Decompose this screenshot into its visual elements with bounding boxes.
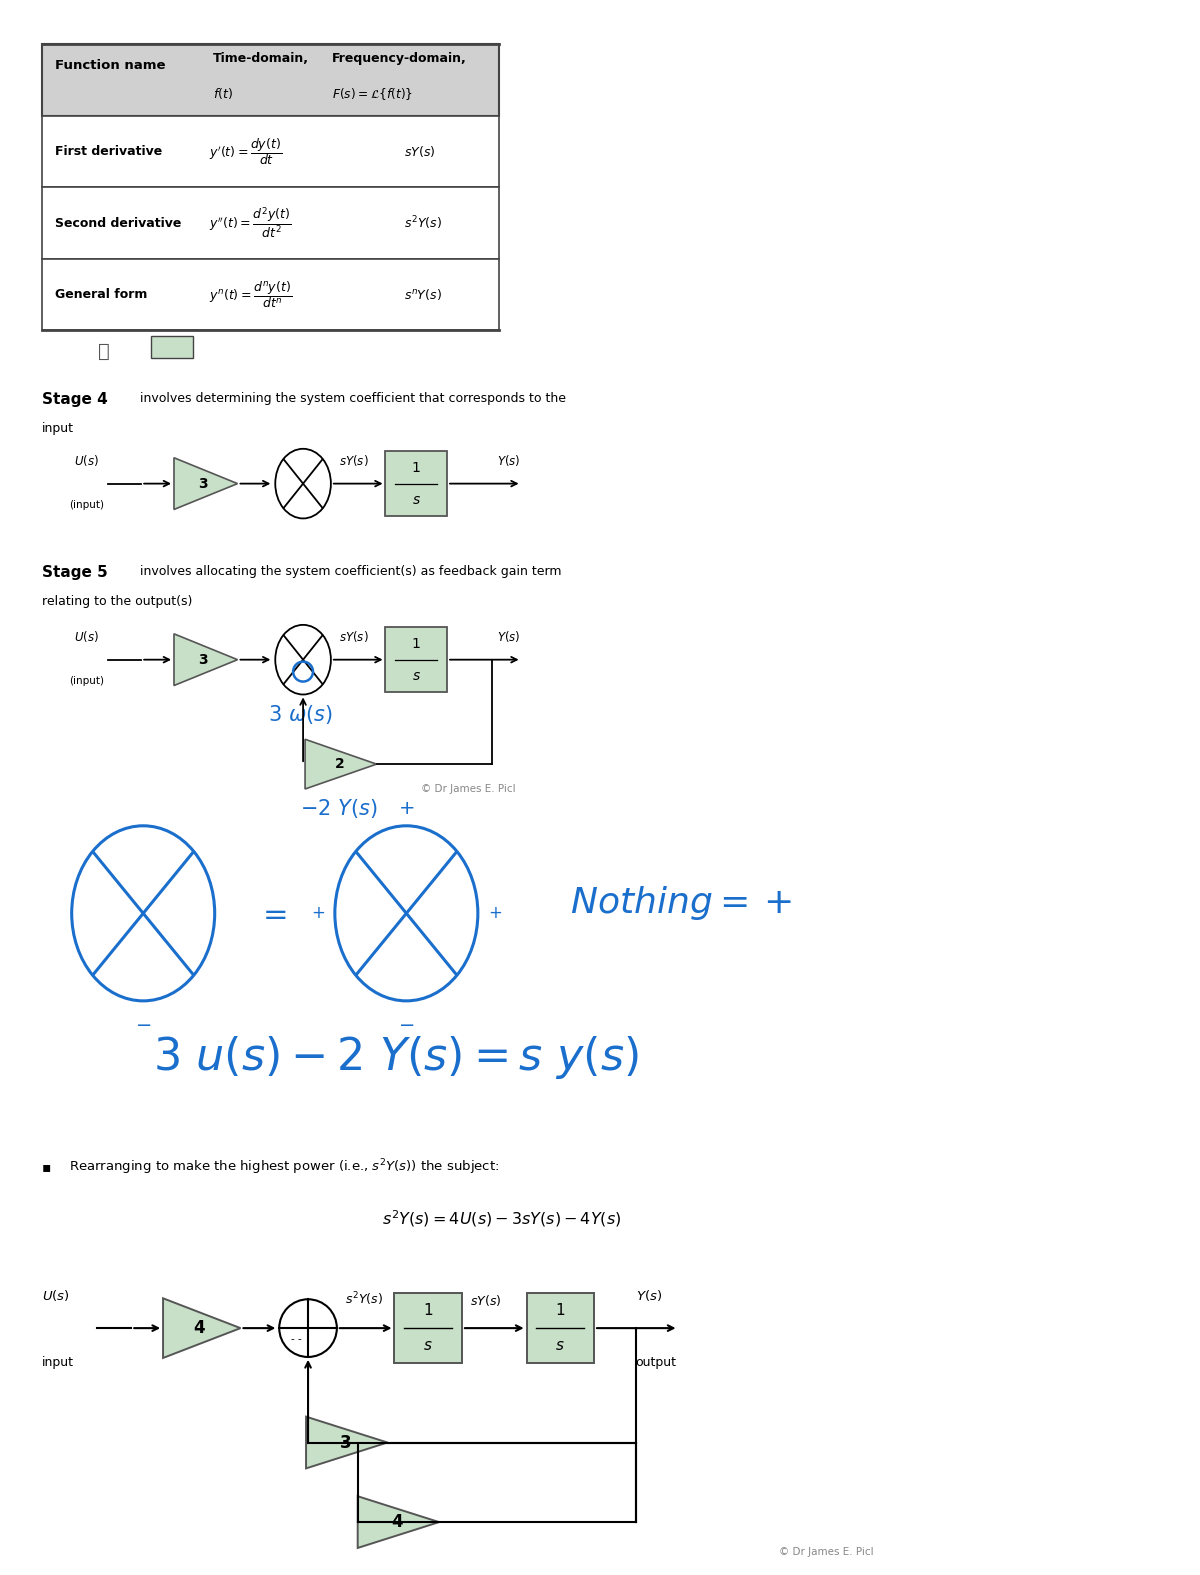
Polygon shape [163, 1298, 240, 1358]
Text: First derivative: First derivative [55, 145, 162, 158]
Polygon shape [306, 1416, 388, 1468]
Text: $s^nY(s)$: $s^nY(s)$ [404, 287, 442, 302]
Text: 1: 1 [412, 460, 421, 474]
FancyBboxPatch shape [395, 1293, 462, 1362]
Text: $Y(s)$: $Y(s)$ [636, 1288, 662, 1303]
Text: $y^n(t) = \dfrac{d^ny(t)}{dt^n}$: $y^n(t) = \dfrac{d^ny(t)}{dt^n}$ [209, 279, 292, 310]
Text: $U(s)$: $U(s)$ [74, 452, 100, 468]
Text: © Dr James E. Picl: © Dr James E. Picl [779, 1547, 874, 1558]
Polygon shape [174, 633, 238, 685]
Text: $s$: $s$ [556, 1339, 565, 1353]
Text: General form: General form [55, 288, 148, 301]
Text: $s$: $s$ [412, 669, 421, 682]
Text: 3: 3 [340, 1433, 352, 1452]
Text: ⌣: ⌣ [97, 342, 109, 361]
Text: 1: 1 [412, 636, 421, 650]
Text: 1: 1 [556, 1303, 565, 1318]
FancyBboxPatch shape [527, 1293, 594, 1362]
Text: © Dr James E. Picl: © Dr James E. Picl [421, 784, 516, 794]
Text: 1: 1 [424, 1303, 433, 1318]
Text: $sY(s)$: $sY(s)$ [338, 452, 368, 468]
Text: 4: 4 [193, 1320, 205, 1337]
FancyBboxPatch shape [42, 44, 499, 115]
Text: $+$: $+$ [311, 904, 325, 923]
Text: relating to the output(s): relating to the output(s) [42, 595, 192, 608]
Text: 2: 2 [335, 758, 344, 772]
Text: $s$: $s$ [424, 1339, 433, 1353]
Polygon shape [358, 1496, 439, 1548]
Text: Stage 4: Stage 4 [42, 392, 108, 406]
FancyBboxPatch shape [385, 452, 448, 517]
Text: $-$: $-$ [136, 1014, 151, 1033]
Text: $3\ u(s) - 2\ Y(s) = s\ y(s)$: $3\ u(s) - 2\ Y(s) = s\ y(s)$ [154, 1035, 640, 1080]
Text: $Nothing = +$: $Nothing = +$ [570, 885, 792, 923]
Text: $s$: $s$ [412, 493, 421, 507]
Text: $Y(s)$: $Y(s)$ [497, 628, 521, 644]
Text: $Y(s)$: $Y(s)$ [497, 452, 521, 468]
Text: Time-domain,: Time-domain, [212, 52, 308, 65]
Text: $f(t)$: $f(t)$ [212, 85, 233, 101]
Text: $+$: $+$ [398, 799, 414, 817]
Text: $sY(s)$: $sY(s)$ [404, 143, 436, 159]
Text: $s^2Y(s) = 4U(s) - 3sY(s) - 4Y(s)$: $s^2Y(s) = 4U(s) - 3sY(s) - 4Y(s)$ [382, 1208, 620, 1228]
Text: (input): (input) [70, 499, 104, 510]
Text: $s^2Y(s)$: $s^2Y(s)$ [344, 1290, 383, 1309]
Text: Stage 5: Stage 5 [42, 565, 108, 580]
Text: Function name: Function name [55, 58, 166, 72]
Text: input: input [42, 1356, 74, 1369]
FancyBboxPatch shape [151, 337, 193, 358]
FancyBboxPatch shape [42, 258, 499, 331]
Text: $F(s) = \mathcal{L}\{f(t)\}$: $F(s) = \mathcal{L}\{f(t)\}$ [332, 85, 413, 102]
Text: 3: 3 [198, 477, 208, 491]
Text: Frequency-domain,: Frequency-domain, [332, 52, 467, 65]
Text: $U(s)$: $U(s)$ [74, 628, 100, 644]
Text: Second derivative: Second derivative [55, 216, 181, 230]
Text: involves determining the system coefficient that corresponds to the: involves determining the system coeffici… [137, 392, 566, 405]
Text: Rearranging to make the highest power (i.e., $s^2Y(s)$) the subject:: Rearranging to make the highest power (i… [68, 1158, 499, 1177]
Text: $+$: $+$ [487, 904, 502, 923]
Text: $=$: $=$ [257, 899, 288, 928]
Text: $-$: $-$ [398, 1014, 414, 1033]
Text: (input): (input) [70, 676, 104, 685]
Text: $U(s)$: $U(s)$ [42, 1288, 70, 1303]
Text: $-2\ Y(s)$: $-2\ Y(s)$ [300, 797, 378, 821]
Polygon shape [305, 739, 377, 789]
Text: involves allocating the system coefficient(s) as feedback gain term: involves allocating the system coefficie… [137, 565, 562, 578]
FancyBboxPatch shape [42, 115, 499, 187]
Text: input: input [42, 422, 74, 435]
Text: output: output [636, 1356, 677, 1369]
Text: $sY(s)$: $sY(s)$ [338, 628, 368, 644]
Text: $sY(s)$: $sY(s)$ [470, 1293, 502, 1309]
Text: $3\ \omega(s)$: $3\ \omega(s)$ [269, 702, 334, 726]
Text: 4: 4 [391, 1514, 403, 1531]
Text: $s^2Y(s)$: $s^2Y(s)$ [404, 214, 443, 232]
FancyBboxPatch shape [42, 187, 499, 258]
Text: ▪: ▪ [42, 1159, 52, 1173]
Text: 3: 3 [198, 652, 208, 666]
FancyBboxPatch shape [385, 627, 448, 691]
Text: $y'(t) = \dfrac{dy(t)}{dt}$: $y'(t) = \dfrac{dy(t)}{dt}$ [209, 135, 282, 167]
Text: $y''(t) = \dfrac{d^2y(t)}{dt^2}$: $y''(t) = \dfrac{d^2y(t)}{dt^2}$ [209, 206, 292, 241]
Text: - -: - - [290, 1334, 301, 1343]
Polygon shape [174, 458, 238, 509]
